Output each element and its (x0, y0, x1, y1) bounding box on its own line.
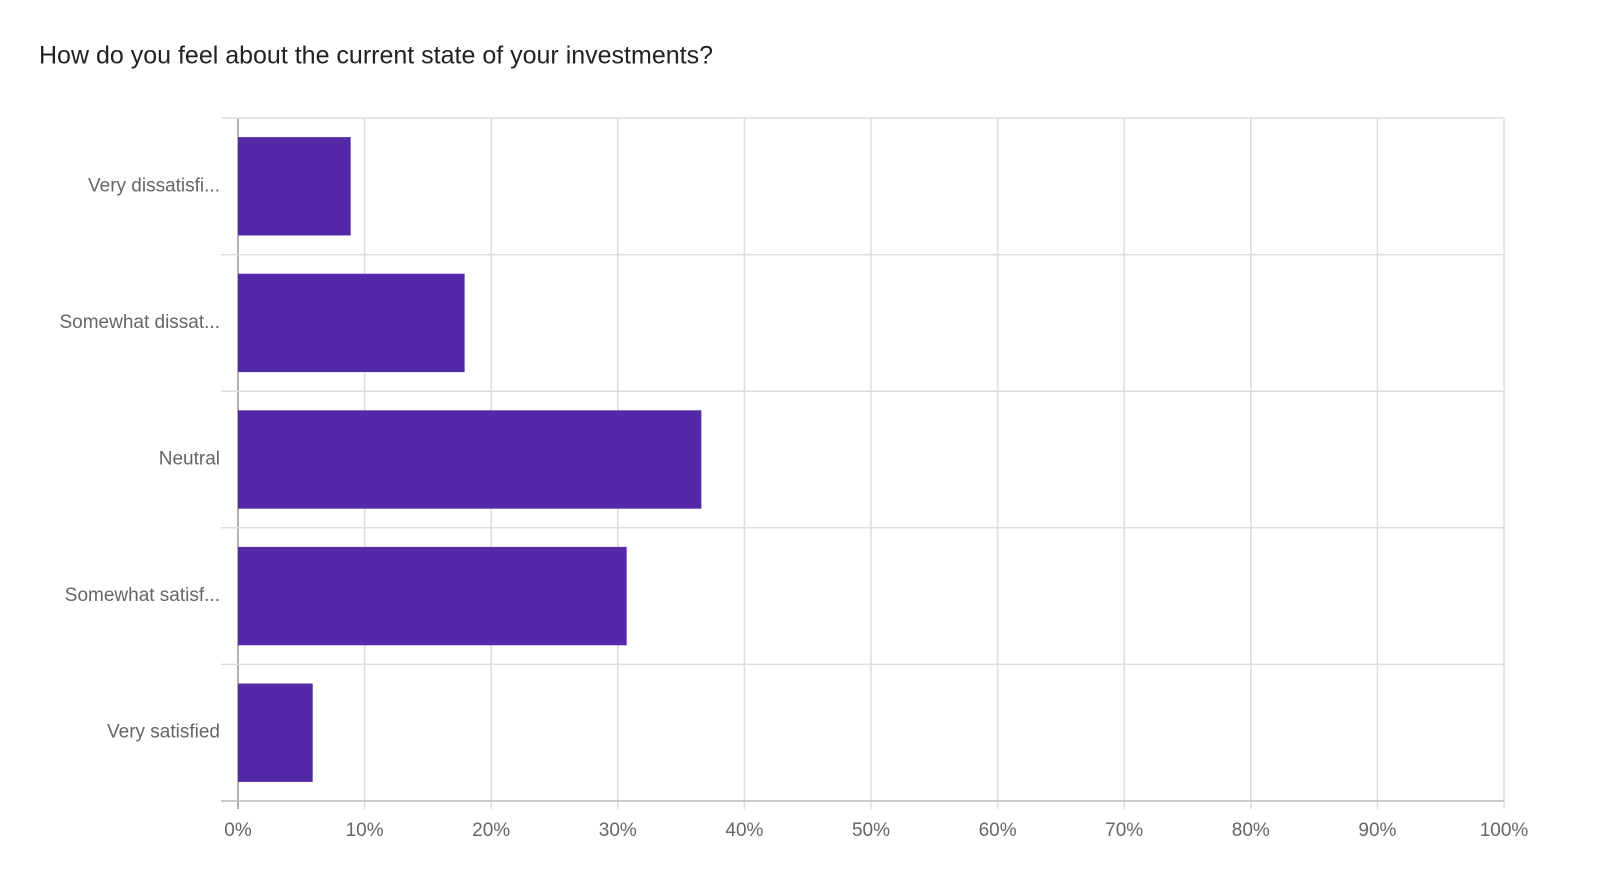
x-tick-label: 40% (725, 820, 763, 841)
y-tick-label: Somewhat satisf... (65, 585, 220, 606)
x-tick-label: 10% (346, 820, 384, 841)
bar (238, 273, 465, 373)
x-tick-label: 50% (852, 820, 890, 841)
x-tick-label: 0% (224, 820, 252, 841)
x-tick-label: 70% (1105, 820, 1143, 841)
y-tick-label: Neutral (159, 449, 220, 470)
x-tick-label: 90% (1358, 820, 1396, 841)
x-tick-label: 100% (1480, 820, 1529, 841)
bar (238, 546, 627, 646)
bar (238, 410, 702, 509)
y-tick-label: Very satisfied (107, 722, 220, 743)
y-tick-label: Somewhat dissat... (59, 312, 220, 333)
x-tick-label: 20% (472, 820, 510, 841)
chart-title: How do you feel about the current state … (39, 42, 713, 70)
x-tick-label: 30% (599, 820, 637, 841)
bar (238, 137, 351, 236)
y-tick-label: Very dissatisfi... (88, 175, 220, 196)
x-tick-label: 80% (1232, 820, 1270, 841)
bar (238, 683, 313, 782)
x-tick-label: 60% (979, 820, 1017, 841)
